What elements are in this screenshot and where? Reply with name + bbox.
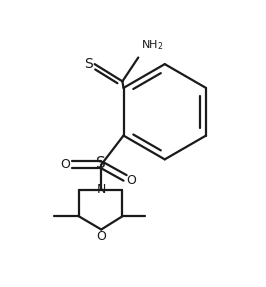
Text: O: O bbox=[61, 158, 70, 171]
Text: O: O bbox=[96, 230, 106, 243]
Text: N: N bbox=[97, 183, 106, 195]
Text: S: S bbox=[84, 57, 92, 71]
Text: S: S bbox=[96, 156, 106, 171]
Text: O: O bbox=[127, 174, 137, 187]
Text: NH$_2$: NH$_2$ bbox=[141, 38, 164, 52]
